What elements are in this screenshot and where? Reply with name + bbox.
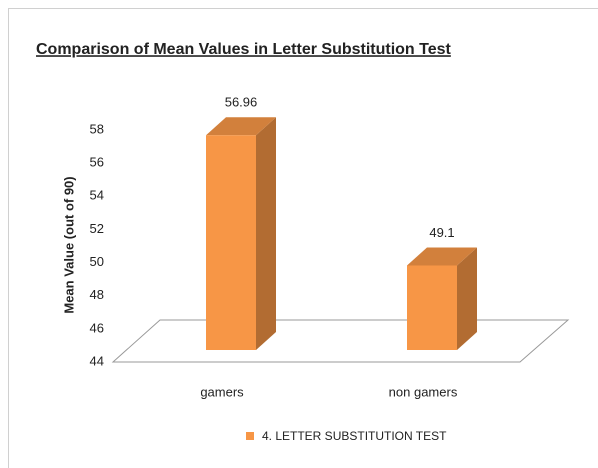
data-label: 56.96 xyxy=(225,95,258,110)
bar-top xyxy=(407,247,477,266)
y-tick-label: 56 xyxy=(90,155,104,170)
bar xyxy=(407,265,457,350)
x-tick-label: non gamers xyxy=(389,384,458,399)
y-tick-label: 48 xyxy=(90,287,104,302)
bar-side xyxy=(457,247,477,350)
legend-label: 4. LETTER SUBSTITUTION TEST xyxy=(262,429,447,443)
y-tick-label: 46 xyxy=(90,320,104,335)
bar xyxy=(206,135,256,350)
y-tick-label: 50 xyxy=(90,254,104,269)
bar-top xyxy=(206,117,276,136)
chart-border xyxy=(8,8,598,468)
y-tick-label: 54 xyxy=(90,188,104,203)
y-tick-label: 52 xyxy=(90,221,104,236)
y-axis-label: Mean Value (out of 90) xyxy=(61,176,76,313)
chart-title: Comparison of Mean Values in Letter Subs… xyxy=(36,41,452,58)
bar-side xyxy=(256,117,276,350)
data-label: 49.1 xyxy=(429,225,454,240)
x-tick-label: gamers xyxy=(200,384,244,399)
y-tick-label: 44 xyxy=(90,353,104,368)
legend-swatch xyxy=(246,432,254,440)
y-tick-label: 58 xyxy=(90,121,104,136)
floor xyxy=(111,319,570,363)
